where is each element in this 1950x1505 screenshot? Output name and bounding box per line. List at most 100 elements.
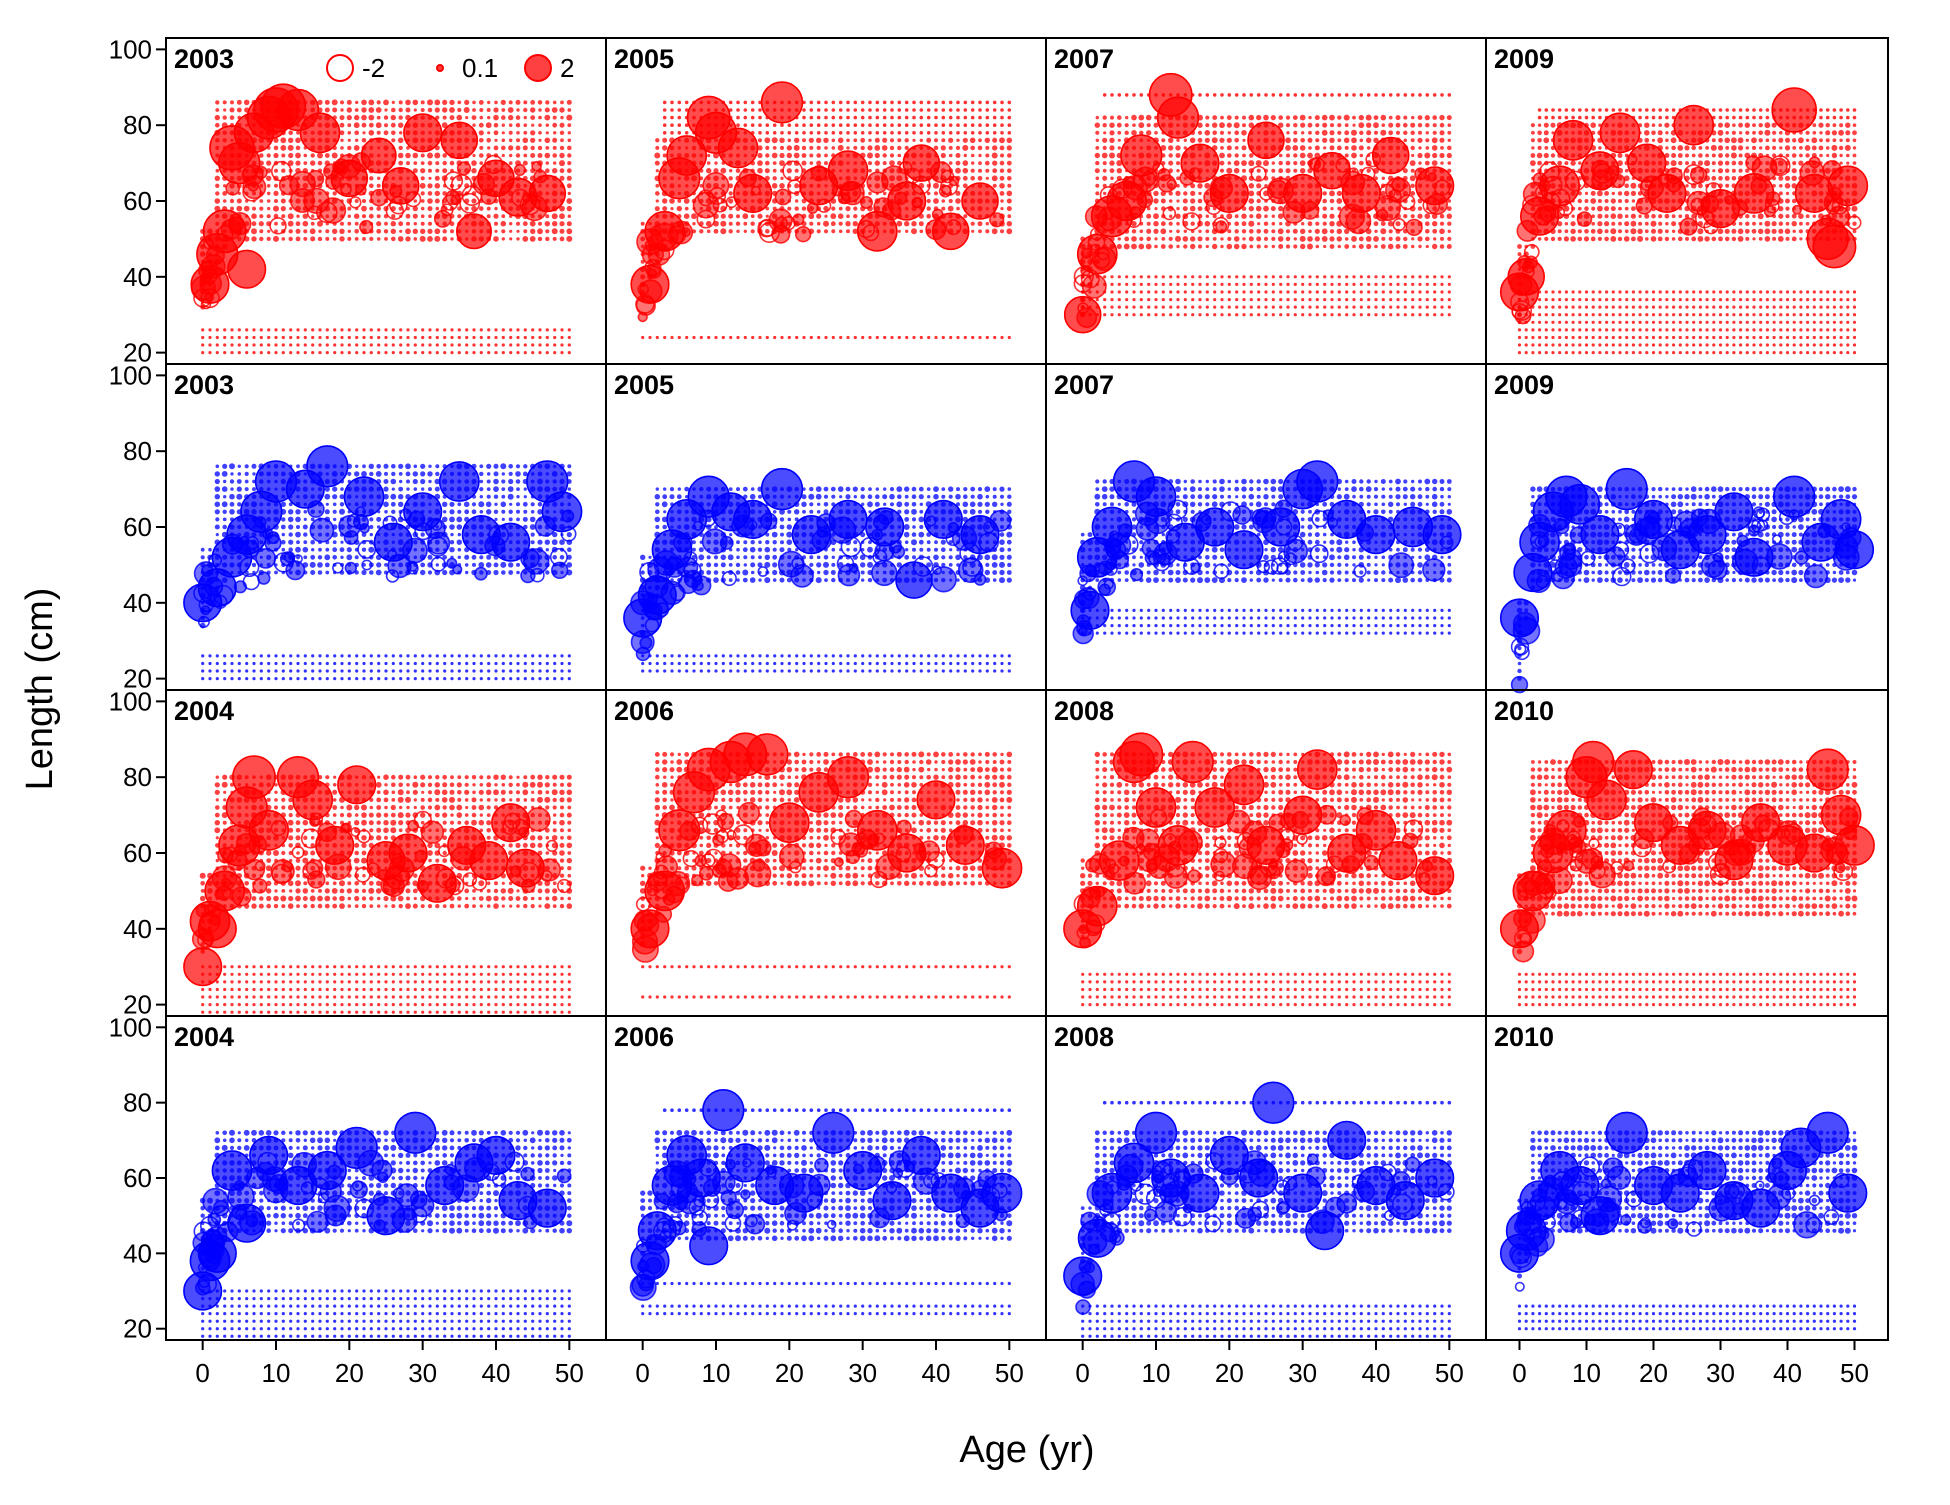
- data-point: [1624, 198, 1629, 204]
- data-point: [655, 169, 659, 173]
- data-point: [1705, 320, 1709, 324]
- data-point: [1176, 199, 1180, 203]
- data-point: [531, 160, 542, 172]
- data-point: [551, 228, 558, 235]
- data-point: [347, 206, 352, 211]
- data-point: [772, 168, 777, 173]
- data-point: [1431, 160, 1438, 167]
- data-point: [771, 137, 778, 144]
- data-point: [1147, 313, 1151, 317]
- data-point: [1359, 138, 1364, 143]
- data-point: [743, 229, 747, 233]
- data-point: [450, 343, 454, 347]
- data-point: [1345, 305, 1349, 309]
- data-point: [1665, 229, 1669, 234]
- data-point: [223, 335, 227, 340]
- data-point: [1205, 123, 1210, 128]
- data-point: [1772, 138, 1776, 143]
- data-point: [992, 123, 997, 127]
- data-point: [654, 160, 660, 166]
- data-point: [544, 114, 551, 121]
- data-point: [1323, 282, 1327, 286]
- data-point: [1242, 115, 1246, 120]
- data-point: [955, 167, 961, 174]
- data-point: [1678, 313, 1682, 317]
- data-point: [1692, 343, 1696, 347]
- data-point: [354, 199, 359, 203]
- data-point: [566, 205, 572, 212]
- data-point: [309, 228, 316, 235]
- data-point: [1125, 305, 1129, 309]
- data-point: [1190, 198, 1196, 204]
- data-point: [1631, 298, 1635, 302]
- data-point: [1220, 244, 1224, 249]
- data-point: [1799, 343, 1803, 347]
- data-point: [252, 351, 256, 355]
- data-point: [1337, 290, 1341, 294]
- data-point: [391, 130, 396, 136]
- data-point: [1257, 290, 1261, 294]
- data-point: [340, 108, 344, 112]
- data-point: [1831, 144, 1838, 151]
- data-point: [1812, 328, 1816, 332]
- data-point: [413, 328, 417, 332]
- data-point: [882, 191, 887, 196]
- data-point: [714, 161, 718, 165]
- data-point: [837, 213, 844, 219]
- data-point: [1738, 168, 1743, 173]
- data-point: [1571, 115, 1575, 120]
- data-point: [1299, 152, 1306, 159]
- data-point: [1440, 290, 1444, 294]
- data-point: [1403, 282, 1407, 286]
- data-point: [1323, 313, 1327, 317]
- data-point: [912, 100, 916, 105]
- data-point: [1227, 236, 1232, 241]
- data-point: [765, 229, 770, 234]
- data-point: [1524, 351, 1528, 355]
- data-point: [1791, 175, 1797, 181]
- data-point: [1103, 298, 1107, 302]
- data-point: [259, 328, 263, 332]
- data-point: [1212, 93, 1217, 97]
- data-point: [683, 213, 690, 219]
- data-point: [1711, 138, 1716, 143]
- data-point: [501, 351, 505, 355]
- data-point: [757, 213, 763, 219]
- data-point: [1772, 298, 1776, 302]
- data-point: [1819, 138, 1823, 143]
- data-point: [1806, 351, 1810, 355]
- data-point: [1698, 343, 1702, 347]
- data-point: [1738, 221, 1743, 226]
- data-point: [780, 123, 784, 127]
- data-point: [1418, 130, 1422, 135]
- data-point: [531, 335, 535, 340]
- data-point: [493, 107, 499, 113]
- data-point: [1638, 351, 1642, 355]
- data-point: [280, 137, 287, 144]
- data-point: [1439, 137, 1445, 143]
- data-point: [1344, 153, 1349, 158]
- data-point: [772, 123, 777, 127]
- data-point: [1403, 236, 1408, 242]
- data-point: [670, 123, 674, 127]
- data-point: [252, 343, 256, 347]
- data-point: [1418, 282, 1422, 286]
- data-point: [479, 115, 484, 120]
- data-point: [1812, 313, 1816, 317]
- data-point: [868, 138, 872, 142]
- data-point: [1315, 290, 1319, 294]
- data-point: [1374, 290, 1378, 294]
- data-point: [889, 145, 895, 151]
- data-point: [1322, 213, 1328, 219]
- data-point: [1424, 160, 1430, 166]
- data-point: [1651, 108, 1656, 112]
- data-point: [919, 100, 924, 105]
- data-point: [1176, 244, 1180, 249]
- data-point: [376, 115, 381, 120]
- data-point: [523, 153, 528, 158]
- data-point: [1007, 176, 1012, 181]
- data-point: [1678, 328, 1682, 332]
- data-point: [1146, 213, 1152, 219]
- data-point: [1125, 275, 1129, 279]
- data-point: [1095, 191, 1100, 196]
